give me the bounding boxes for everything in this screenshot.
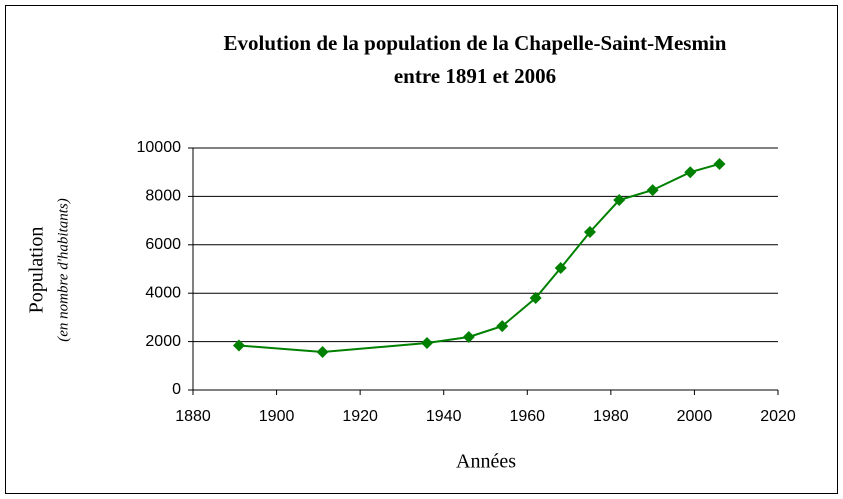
marker — [496, 320, 509, 333]
marker — [646, 184, 659, 197]
marker — [462, 331, 475, 344]
y-tick-label: 0 — [172, 381, 181, 398]
marker — [316, 346, 329, 359]
marker — [232, 339, 245, 352]
chart-title: Evolution de la population de la Chapell… — [224, 31, 727, 55]
y-tick-label: 8000 — [145, 188, 181, 205]
marker — [421, 337, 433, 350]
x-tick-label: 1960 — [509, 408, 545, 425]
x-tick-label: 1920 — [342, 408, 378, 425]
chart-border — [5, 5, 838, 494]
y-axis-label: Population — [26, 227, 48, 314]
x-tick-label: 1980 — [593, 408, 629, 425]
y-axis-note: (en nombre d'habitants) — [55, 198, 71, 341]
y-tick-label: 10000 — [137, 139, 182, 156]
marker — [713, 157, 726, 170]
marker — [554, 262, 567, 275]
x-tick-label: 1900 — [259, 408, 295, 425]
marker — [684, 166, 697, 179]
x-tick-label: 1940 — [426, 408, 462, 425]
x-axis-label: Années — [456, 451, 516, 473]
marker — [583, 225, 596, 238]
x-tick-label: 2000 — [677, 408, 713, 425]
line — [238, 163, 720, 354]
y-tick-label: 6000 — [145, 236, 181, 253]
x-tick-label: 2020 — [760, 408, 796, 425]
y-tick-label: 4000 — [145, 284, 181, 301]
chart-title: entre 1891 et 2006 — [394, 64, 556, 88]
x-tick-label: 1880 — [175, 408, 211, 425]
marker — [529, 292, 542, 305]
marker — [613, 194, 626, 207]
y-tick-label: 2000 — [145, 333, 181, 350]
